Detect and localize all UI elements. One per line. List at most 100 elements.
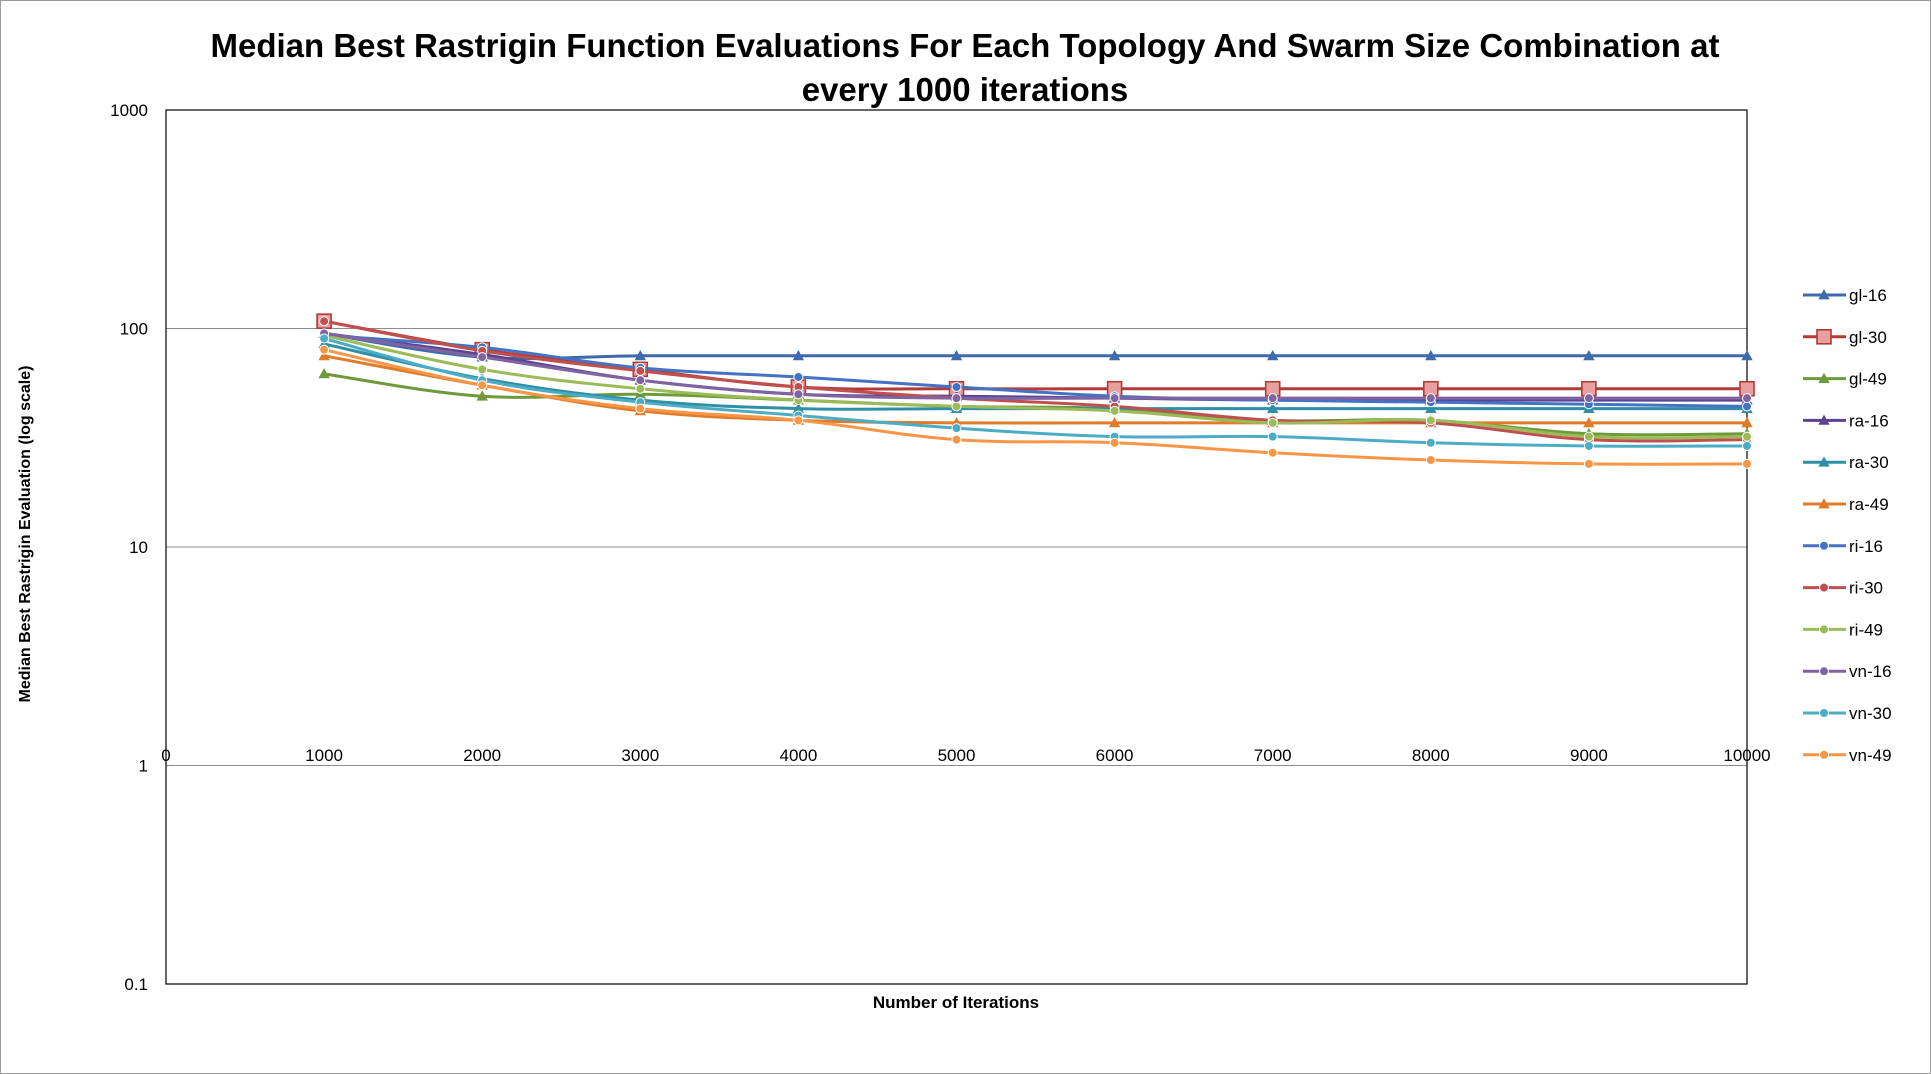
data-point-marker (1108, 349, 1121, 361)
chart-title-line-2: every 1000 iterations (802, 71, 1129, 108)
data-point-marker (1819, 666, 1829, 677)
data-point-marker (477, 352, 488, 363)
data-point-marker (793, 415, 804, 426)
data-point-marker (1819, 582, 1829, 593)
x-tick-label: 1000 (305, 746, 343, 765)
legend-label: ri-30 (1849, 579, 1883, 598)
legend-label: ra-30 (1849, 453, 1889, 472)
data-point-marker (1267, 447, 1278, 458)
data-point-marker (793, 371, 804, 382)
data-point-marker (1818, 456, 1830, 467)
series-lines (316, 313, 1755, 469)
data-point-marker (951, 401, 962, 412)
data-point-marker (635, 365, 646, 376)
legend-item-gl-49: gl-49 (1803, 370, 1887, 389)
x-tick-label: 4000 (779, 746, 817, 765)
data-point-marker (1741, 417, 1753, 428)
data-point-marker (1425, 349, 1437, 361)
data-point-marker (1583, 393, 1594, 404)
data-point-marker (635, 383, 646, 394)
data-point-marker (319, 333, 330, 344)
data-point-marker (1819, 749, 1829, 760)
data-point-marker (1583, 417, 1595, 428)
data-point-marker (951, 434, 962, 445)
data-point-marker (1425, 455, 1436, 466)
chart-title-line-1: Median Best Rastrigin Function Evaluatio… (211, 27, 1720, 64)
data-point-marker (1819, 540, 1829, 551)
legend-label: vn-49 (1849, 746, 1892, 765)
data-point-marker (1267, 402, 1279, 413)
data-point-marker (1742, 431, 1752, 442)
data-point-marker (1425, 437, 1436, 448)
x-tick-label: 9000 (1570, 746, 1608, 765)
data-point-marker (1818, 498, 1830, 509)
data-point-marker (1583, 431, 1594, 442)
legend-label: vn-16 (1849, 662, 1892, 681)
y-tick-label: 0.1 (124, 975, 148, 994)
legend-item-vn-16: vn-16 (1803, 662, 1892, 681)
legend: gl-16 gl-30 gl-49 ra-16 ra-30 ra-49 ri-16 ri-30… (1803, 286, 1892, 765)
legend-label: gl-49 (1849, 370, 1887, 389)
data-point-marker (1818, 414, 1830, 425)
legend-label: ra-16 (1849, 411, 1889, 430)
data-point-marker (318, 349, 330, 361)
data-point-marker (1267, 431, 1278, 442)
data-point-marker (1425, 402, 1437, 413)
series-vn-16 (319, 328, 1752, 404)
data-point-marker (792, 349, 805, 361)
data-point-marker (319, 344, 330, 355)
y-axis-ticks: 0.1 1 10 100 1000 (110, 101, 148, 994)
series-line (323, 331, 1747, 400)
x-tick-label: 2000 (463, 746, 501, 765)
data-point-marker (477, 364, 488, 375)
series-ri-30 (319, 316, 1752, 445)
legend-label: gl-30 (1849, 328, 1887, 347)
data-point-marker (1819, 624, 1829, 635)
data-point-marker (635, 403, 646, 414)
data-point-marker (477, 380, 488, 391)
chart-title: Median Best Rastrigin Function Evaluatio… (211, 27, 1720, 108)
legend-label: ri-49 (1849, 620, 1883, 639)
data-point-marker (793, 389, 804, 400)
data-point-marker (1816, 328, 1832, 345)
data-point-marker (634, 349, 646, 361)
legend-item-ra-16: ra-16 (1803, 411, 1889, 430)
x-tick-label: 3000 (621, 746, 659, 765)
legend-label: vn-30 (1849, 704, 1892, 723)
series-ri-49 (319, 330, 1752, 442)
legend-item-ra-49: ra-49 (1803, 495, 1889, 514)
data-point-marker (950, 349, 963, 361)
y-tick-label: 1000 (110, 101, 148, 120)
data-point-marker (1742, 458, 1752, 469)
data-point-marker (1267, 393, 1278, 404)
data-point-marker (1109, 393, 1120, 404)
data-point-marker (1109, 405, 1120, 416)
data-point-marker (1109, 437, 1120, 448)
x-axis-label: Number of Iterations (873, 993, 1039, 1012)
data-point-marker (1267, 417, 1278, 428)
data-point-marker (1818, 289, 1830, 300)
plot-area (165, 109, 1748, 985)
data-point-marker (1742, 401, 1752, 412)
legend-item-ri-49: ri-49 (1803, 620, 1883, 639)
y-tick-label: 100 (120, 320, 148, 339)
y-tick-label: 10 (129, 538, 148, 557)
y-tick-label: 1 (139, 757, 148, 776)
data-point-marker (1267, 349, 1279, 361)
data-point-marker (951, 423, 962, 434)
legend-item-ra-30: ra-30 (1803, 453, 1889, 472)
x-tick-label: 10000 (1723, 746, 1770, 765)
data-point-marker (1108, 417, 1121, 428)
legend-item-ri-16: ri-16 (1803, 537, 1883, 556)
series-line (323, 333, 1748, 440)
grid-lines (166, 109, 1747, 985)
legend-label: gl-16 (1849, 286, 1887, 305)
data-point-marker (319, 316, 330, 327)
data-point-marker (951, 393, 962, 404)
series-line (323, 319, 1748, 443)
series-line (323, 348, 1748, 466)
x-tick-label: 0 (161, 746, 170, 765)
data-point-marker (1583, 458, 1594, 469)
series-line (323, 333, 1748, 408)
